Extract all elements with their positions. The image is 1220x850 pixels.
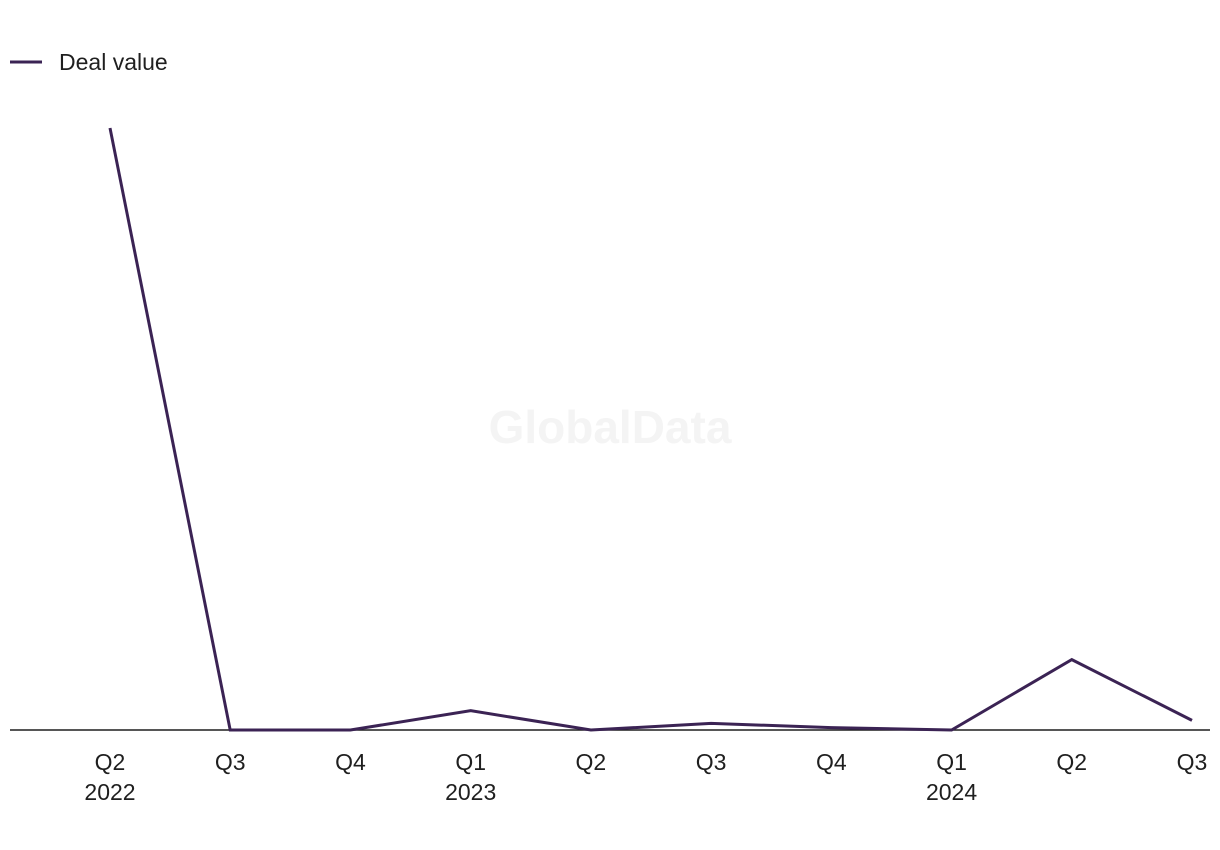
x-tick-label: Q3 <box>1177 749 1208 775</box>
legend: Deal value <box>10 49 168 75</box>
x-tick-label: Q3 <box>215 749 246 775</box>
series-line-deal-value <box>108 127 1193 732</box>
legend-label-deal-value: Deal value <box>59 49 168 75</box>
x-tick-label: Q4 <box>816 749 847 775</box>
x-tick-label: Q3 <box>696 749 727 775</box>
x-axis-tick-labels: Q2 2022 Q3 Q4 Q1 2023 Q2 Q3 Q4 Q1 2024 Q2 Q3 <box>84 749 1207 805</box>
x-tick-label: Q1 <box>455 749 486 775</box>
x-tick-label: Q2 <box>95 749 126 775</box>
x-tick-label: Q2 <box>576 749 607 775</box>
x-tick-year-label: 2024 <box>926 779 977 805</box>
x-tick-label: Q4 <box>335 749 366 775</box>
x-tick-label: Q2 <box>1056 749 1087 775</box>
x-tick-year-label: 2023 <box>445 779 496 805</box>
x-tick-year-label: 2022 <box>84 779 135 805</box>
x-tick-label: Q1 <box>936 749 967 775</box>
watermark-text: GlobalData <box>489 401 732 453</box>
